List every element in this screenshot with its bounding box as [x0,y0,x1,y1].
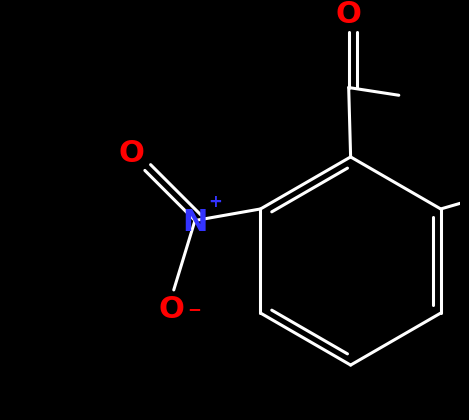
Text: O: O [159,295,185,324]
Text: O: O [336,0,362,29]
Text: +: + [208,193,222,211]
Text: O: O [119,139,144,168]
Text: −: − [187,300,201,318]
Text: N: N [182,208,208,237]
